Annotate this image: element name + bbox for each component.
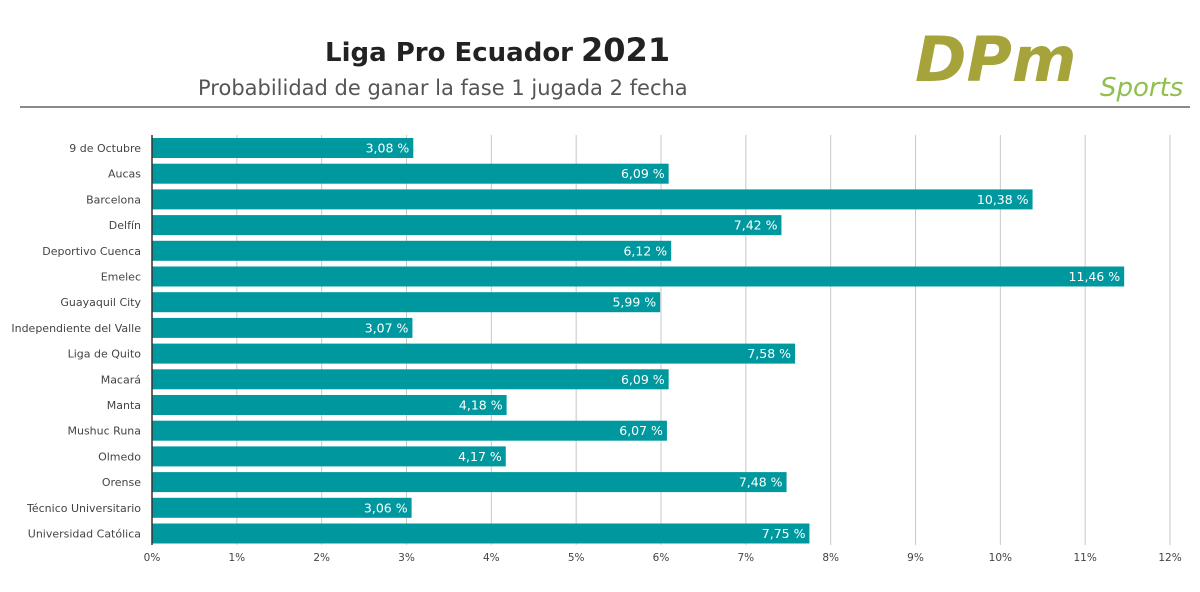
- bar-value-label: 4,17 %: [458, 449, 502, 464]
- bar: [152, 343, 796, 364]
- x-tick-label: 7%: [737, 552, 754, 564]
- bar: [152, 266, 1125, 287]
- x-tick-label: 6%: [653, 552, 670, 564]
- category-label: Liga de Quito: [68, 348, 142, 361]
- bar: [152, 497, 412, 518]
- bar-value-label: 3,07 %: [365, 320, 409, 335]
- bar-value-label: 11,46 %: [1069, 269, 1121, 284]
- bar-value-label: 6,09 %: [621, 372, 665, 387]
- bar: [152, 317, 413, 338]
- x-tick-label: 3%: [398, 552, 415, 564]
- bar: [152, 240, 672, 261]
- x-tick-label: 11%: [1073, 552, 1096, 564]
- x-tick-label: 4%: [483, 552, 500, 564]
- category-label: Manta: [107, 399, 141, 412]
- chart-title: Liga Pro Ecuador 2021: [325, 31, 725, 69]
- bar: [152, 292, 661, 313]
- x-tick-label: 9%: [907, 552, 924, 564]
- bar: [152, 138, 414, 158]
- bar-value-label: 6,07 %: [619, 423, 663, 438]
- bar-value-label: 4,18 %: [459, 398, 503, 413]
- bar-value-label: 3,08 %: [366, 141, 410, 156]
- category-label: Mushuc Runa: [67, 425, 141, 438]
- category-label: Independiente del Valle: [11, 322, 141, 335]
- bar-value-label: 7,42 %: [734, 218, 778, 233]
- category-label: Delfín: [109, 219, 141, 232]
- x-axis-ticks: 0% 1% 2% 3% 4% 5% 6% 7% 8% 9% 10% 11% 12%: [144, 552, 1182, 564]
- bar-value-label: 7,58 %: [747, 346, 791, 361]
- bar: [152, 163, 669, 184]
- bar-value-label: 5,99 %: [612, 295, 656, 310]
- dpm-sports-logo: DPm Sports: [915, 26, 1183, 103]
- x-tick-label: 5%: [568, 552, 585, 564]
- bar: [152, 472, 787, 493]
- x-tick-label: 2%: [313, 552, 330, 564]
- x-tick-label: 12%: [1158, 552, 1181, 564]
- chart-title-text: Liga Pro Ecuador: [325, 38, 574, 68]
- bar: [152, 215, 782, 236]
- category-label: Deportivo Cuenca: [42, 245, 141, 258]
- bar-value-label: 6,09 %: [621, 166, 665, 181]
- x-tick-label: 8%: [822, 552, 839, 564]
- x-tick-label: 0%: [144, 552, 161, 564]
- category-label: Aucas: [108, 168, 141, 181]
- header-divider: [20, 106, 1190, 108]
- category-label: Técnico Universitario: [26, 502, 141, 515]
- logo-word: Sports: [1100, 73, 1183, 103]
- category-label: Orense: [102, 476, 141, 489]
- bars: 3,08 % 6,09 % 10,38 % 7,42 % 6,12 % 11,46 % 5,…: [152, 138, 1125, 544]
- category-label: Macará: [101, 373, 141, 386]
- x-tick-label: 10%: [989, 552, 1012, 564]
- category-label: Barcelona: [86, 193, 141, 206]
- category-label: 9 de Octubre: [69, 142, 141, 155]
- chart-subtitle: Probabilidad de ganar la fase 1 jugada 2…: [198, 76, 688, 100]
- category-label: Guayaquil City: [60, 296, 141, 309]
- bar-value-label: 10,38 %: [977, 192, 1029, 207]
- bar: [152, 395, 507, 415]
- bar-value-label: 7,75 %: [762, 526, 806, 541]
- bar-value-label: 7,48 %: [739, 475, 783, 490]
- bar: [152, 420, 667, 441]
- x-tick-label: 1%: [228, 552, 245, 564]
- bar: [152, 523, 810, 544]
- category-label: Universidad Católica: [28, 528, 141, 541]
- bar-value-label: 3,06 %: [364, 500, 408, 515]
- chart-title-year: 2021: [581, 31, 671, 69]
- bar: [152, 446, 506, 467]
- category-labels: 9 de Octubre Aucas Barcelona Delfín Deportiv…: [11, 142, 141, 541]
- category-label: Olmedo: [98, 450, 141, 463]
- category-label: Emelec: [101, 271, 141, 284]
- bar: [152, 369, 669, 390]
- bar: [152, 189, 1033, 210]
- logo-letters: DPm: [915, 26, 1077, 96]
- bar-value-label: 6,12 %: [623, 243, 667, 258]
